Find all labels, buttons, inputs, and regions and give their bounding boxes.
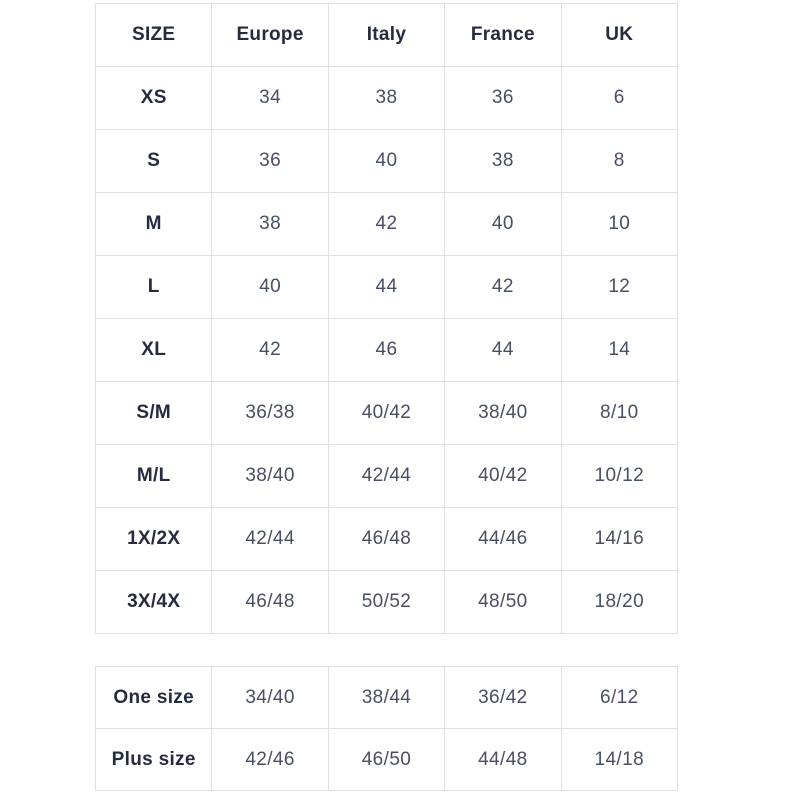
- row-label: 1X/2X: [94, 507, 213, 571]
- table-row-l: L 40 44 42 12: [94, 255, 679, 319]
- size-value-cell: 36: [444, 66, 562, 130]
- table-row-m-l: M/L 38/40 42/44 40/42 10/12: [94, 444, 679, 508]
- size-value-cell: 34/40: [211, 666, 329, 729]
- size-value-cell: 8: [560, 129, 679, 193]
- size-value-cell: 48/50: [444, 570, 562, 634]
- table-row-plus-size: Plus size 42/46 46/50 44/48 14/18: [94, 728, 679, 791]
- table-row-s: S 36 40 38 8: [94, 129, 679, 193]
- size-value-cell: 46/48: [211, 570, 329, 634]
- size-value-cell: 42/44: [327, 444, 446, 508]
- size-value-cell: 8/10: [560, 381, 679, 445]
- size-value-cell: 10/12: [560, 444, 679, 508]
- table-row-xl: XL 42 46 44 14: [94, 318, 679, 382]
- table-gap: [95, 634, 678, 666]
- size-value-cell: 36/42: [444, 666, 562, 729]
- size-value-cell: 38: [327, 66, 446, 130]
- column-header-uk: UK: [560, 3, 679, 67]
- size-value-cell: 14/18: [560, 728, 679, 791]
- size-value-cell: 44: [444, 318, 562, 382]
- size-value-cell: 44: [327, 255, 446, 319]
- size-value-cell: 10: [560, 192, 679, 256]
- row-label: 3X/4X: [94, 570, 213, 634]
- row-label: L: [94, 255, 213, 319]
- table-row-one-size: One size 34/40 38/44 36/42 6/12: [94, 666, 679, 729]
- column-header-france: France: [444, 3, 562, 67]
- size-value-cell: 18/20: [560, 570, 679, 634]
- size-value-cell: 40/42: [327, 381, 446, 445]
- size-value-cell: 42: [327, 192, 446, 256]
- row-label: XS: [94, 66, 213, 130]
- size-value-cell: 38: [444, 129, 562, 193]
- row-label: Plus size: [94, 728, 213, 791]
- table-row-m: M 38 42 40 10: [94, 192, 679, 256]
- header-row: SIZE Europe Italy France UK: [94, 3, 679, 67]
- size-value-cell: 6/12: [560, 666, 679, 729]
- size-conversion-table: SIZE Europe Italy France UK XS 34 38 36 …: [94, 3, 679, 634]
- row-label: M: [94, 192, 213, 256]
- size-value-cell: 40/42: [444, 444, 562, 508]
- size-value-cell: 40: [211, 255, 329, 319]
- row-label: XL: [94, 318, 213, 382]
- size-value-cell: 34: [211, 66, 329, 130]
- size-value-cell: 42/44: [211, 507, 329, 571]
- size-value-cell: 44/46: [444, 507, 562, 571]
- size-value-cell: 42/46: [211, 728, 329, 791]
- size-value-cell: 40: [444, 192, 562, 256]
- size-value-cell: 42: [211, 318, 329, 382]
- row-label: S/M: [94, 381, 213, 445]
- table-header: SIZE Europe Italy France UK: [94, 3, 679, 67]
- row-label: S: [94, 129, 213, 193]
- table-row-3x-4x: 3X/4X 46/48 50/52 48/50 18/20: [94, 570, 679, 634]
- size-value-cell: 36: [211, 129, 329, 193]
- column-header-size: SIZE: [94, 3, 213, 67]
- size-value-cell: 14: [560, 318, 679, 382]
- size-chart-page: SIZE Europe Italy France UK XS 34 38 36 …: [94, 3, 679, 791]
- size-value-cell: 38/40: [444, 381, 562, 445]
- column-header-italy: Italy: [327, 3, 446, 67]
- table-body: XS 34 38 36 6 S 36 40 38 8 M 38 42 40 10: [94, 66, 679, 634]
- row-label: M/L: [94, 444, 213, 508]
- size-value-cell: 46: [327, 318, 446, 382]
- size-value-cell: 38: [211, 192, 329, 256]
- row-label: One size: [94, 666, 213, 729]
- size-value-cell: 40: [327, 129, 446, 193]
- size-value-cell: 46/50: [327, 728, 446, 791]
- size-value-cell: 44/48: [444, 728, 562, 791]
- size-value-cell: 46/48: [327, 507, 446, 571]
- special-sizes-table: One size 34/40 38/44 36/42 6/12 Plus siz…: [94, 666, 679, 791]
- size-value-cell: 14/16: [560, 507, 679, 571]
- size-value-cell: 12: [560, 255, 679, 319]
- size-value-cell: 38/40: [211, 444, 329, 508]
- special-table-body: One size 34/40 38/44 36/42 6/12 Plus siz…: [94, 666, 679, 791]
- table-row-s-m: S/M 36/38 40/42 38/40 8/10: [94, 381, 679, 445]
- size-value-cell: 42: [444, 255, 562, 319]
- size-value-cell: 38/44: [327, 666, 446, 729]
- size-value-cell: 6: [560, 66, 679, 130]
- size-value-cell: 36/38: [211, 381, 329, 445]
- column-header-europe: Europe: [211, 3, 329, 67]
- size-value-cell: 50/52: [327, 570, 446, 634]
- table-row-1x-2x: 1X/2X 42/44 46/48 44/46 14/16: [94, 507, 679, 571]
- table-row-xs: XS 34 38 36 6: [94, 66, 679, 130]
